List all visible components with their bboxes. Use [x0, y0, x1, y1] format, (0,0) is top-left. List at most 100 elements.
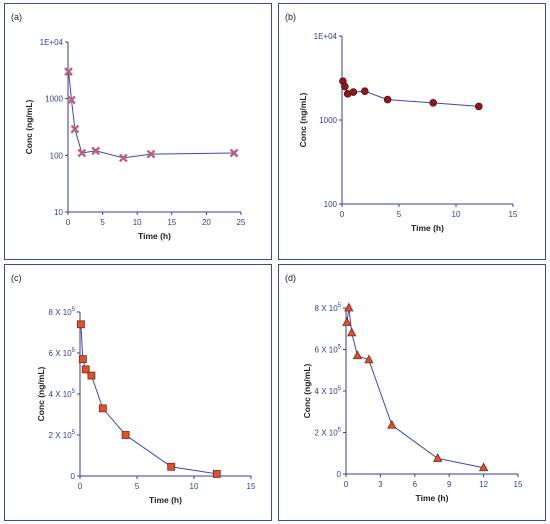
x-tick-label: 0 — [340, 210, 345, 219]
x-tick-label: 5 — [397, 210, 402, 219]
data-point — [342, 317, 352, 326]
x-tick-label: 5 — [135, 482, 140, 491]
chart-b: 0 5 10 15 100 1000 1E+04 Time (h) Conc (ng/mL) — [298, 32, 518, 233]
data-point — [383, 95, 392, 104]
y-tick-label: 1E+04 — [314, 32, 338, 41]
y-axis-label: Conc (ng/mL) — [24, 99, 34, 154]
y-tick-base: 6 X 10 — [315, 346, 339, 355]
data-point — [349, 88, 358, 96]
data-point — [77, 148, 87, 158]
data-point — [478, 462, 489, 472]
y-tick-exponent: 5 — [338, 386, 342, 392]
y-tick-base: 4 X 10 — [315, 387, 339, 396]
x-tick-label: 20 — [202, 218, 211, 227]
data-point — [387, 419, 397, 429]
series-line — [80, 324, 217, 475]
y-tick-label: 100 — [324, 200, 338, 209]
x-tick-label: 0 — [66, 218, 71, 227]
x-axis-label: Time (h) — [416, 493, 449, 503]
data-point — [229, 148, 239, 158]
y-tick-exponent: 5 — [338, 303, 342, 309]
x-tick-label: 12 — [479, 480, 488, 489]
data-point — [70, 124, 80, 134]
data-point — [341, 82, 349, 91]
data-point — [167, 462, 176, 471]
panel-label-a: (a) — [11, 12, 22, 22]
x-tick-label: 10 — [452, 210, 461, 219]
panel-b: (b) 0 5 10 15 100 1000 1E+04 Time (h) Conc (ng/m… — [278, 3, 546, 260]
data-point — [98, 404, 107, 413]
y-tick-label: 6 X 105 — [315, 345, 342, 355]
y-tick-label: 0 — [337, 470, 342, 479]
y-tick-label: 2 X 105 — [49, 430, 76, 440]
data-point — [347, 327, 357, 337]
data-point — [433, 453, 443, 462]
data-point — [212, 470, 221, 478]
series-line — [346, 307, 484, 469]
x-tick-label: 9 — [447, 480, 452, 489]
data-point — [429, 99, 438, 107]
panel-label-d: (d) — [285, 273, 296, 283]
y-tick-exponent: 5 — [72, 307, 76, 313]
y-tick-label: 8 X 105 — [49, 307, 76, 317]
data-point — [361, 87, 369, 96]
panel-a: (a) 0 5 10 15 20 25 10 100 1000 1E+04 Time (h) Conc… — [4, 3, 272, 260]
x-axis-label: Time (h) — [411, 223, 444, 233]
x-tick-label: 25 — [237, 218, 246, 227]
x-tick-label: 6 — [413, 480, 418, 489]
data-point — [64, 67, 73, 76]
x-tick-label: 10 — [133, 218, 142, 227]
y-tick-base: 8 X 10 — [315, 304, 339, 313]
y-tick-label: 4 X 105 — [49, 389, 76, 399]
x-axis-label: Time (h) — [138, 231, 171, 241]
y-tick-exponent: 5 — [338, 428, 342, 434]
x-tick-label: 15 — [167, 218, 176, 227]
x-tick-label: 10 — [190, 482, 199, 491]
y-tick-base: 8 X 10 — [49, 308, 73, 317]
panel-d: (d) 0 3 6 9 12 15 0 2 X 105 4 X 105 6 X 105 8 X 10… — [278, 264, 546, 521]
data-point — [81, 365, 90, 374]
y-tick-exponent: 5 — [72, 430, 76, 436]
chart-a: 0 5 10 15 20 25 10 100 1000 1E+04 Time (h) Conc (ng… — [24, 38, 246, 241]
y-tick-exponent: 5 — [72, 389, 76, 395]
x-tick-label: 15 — [247, 482, 256, 491]
series-line — [68, 71, 235, 159]
y-tick-label: 0 — [71, 472, 76, 481]
y-tick-label: 100 — [50, 151, 64, 160]
x-tick-label: 15 — [509, 210, 518, 219]
x-axis-label: Time (h) — [149, 495, 182, 505]
data-point — [67, 95, 76, 105]
x-tick-label: 15 — [514, 480, 523, 489]
data-point — [119, 153, 128, 163]
data-point — [475, 102, 483, 111]
y-tick-label: 1000 — [45, 95, 63, 104]
panel-c: (c) 0 5 10 15 0 2 X 105 4 X 105 6 X 105 8 X 105 T… — [4, 264, 272, 521]
y-tick-base: 6 X 10 — [49, 349, 73, 358]
y-tick-label: 8 X 105 — [315, 303, 342, 313]
data-point — [78, 355, 87, 364]
y-tick-base: 2 X 10 — [49, 431, 73, 440]
data-point — [91, 146, 101, 156]
y-tick-base: 2 X 10 — [315, 429, 339, 438]
y-tick-exponent: 5 — [338, 345, 342, 351]
y-axis-label: Conc (ng/mL) — [302, 363, 312, 418]
data-point — [352, 350, 363, 360]
data-point — [121, 431, 130, 439]
x-tick-label: 0 — [344, 480, 349, 489]
y-tick-label: 1000 — [319, 116, 337, 125]
data-point — [146, 149, 156, 159]
y-tick-label: 4 X 105 — [315, 386, 342, 396]
y-tick-base: 4 X 10 — [49, 390, 73, 399]
y-tick-exponent: 5 — [72, 348, 76, 354]
data-point — [364, 354, 374, 364]
y-tick-label: 2 X 105 — [315, 428, 342, 438]
y-tick-label: 1E+04 — [40, 38, 64, 47]
y-axis-label: Conc (ng/mL) — [36, 366, 46, 421]
panel-label-c: (c) — [11, 273, 22, 283]
x-tick-label: 3 — [378, 480, 383, 489]
x-tick-label: 5 — [100, 218, 105, 227]
data-point — [87, 371, 96, 380]
data-point — [344, 302, 354, 312]
data-point — [77, 320, 85, 329]
